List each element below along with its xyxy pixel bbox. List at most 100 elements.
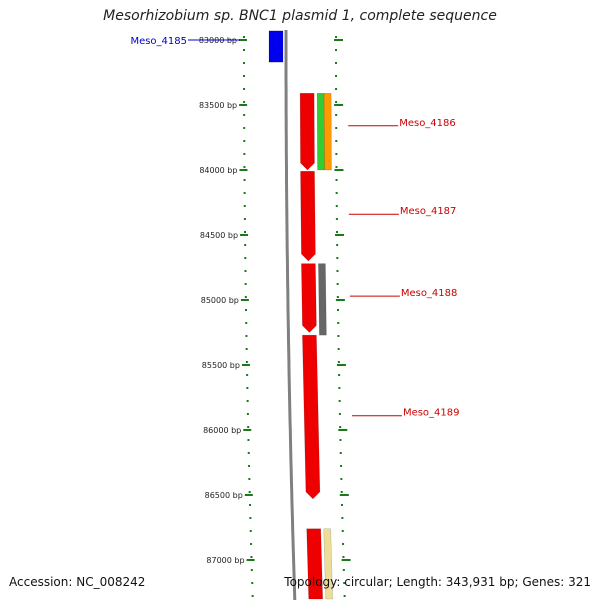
minor-tick-right [335, 62, 338, 64]
minor-tick-left [246, 400, 249, 402]
backbone-line [284, 30, 297, 600]
minor-tick-left [251, 582, 254, 584]
minor-tick-left [244, 257, 247, 259]
map-title: Mesorhizobium sp. BNC1 plasmid 1, comple… [103, 8, 497, 24]
minor-tick-left [243, 75, 246, 77]
gene-feature-sub1 [316, 93, 325, 171]
minor-tick-right [339, 426, 342, 428]
gene-feature-main [306, 528, 323, 600]
minor-tick-left [244, 244, 247, 246]
gene-feature-inner [268, 30, 284, 63]
minor-tick-left [245, 322, 248, 324]
backbone [284, 30, 297, 600]
gene-feature-sub2 [323, 93, 332, 171]
minor-tick-left [249, 530, 252, 532]
minor-tick-right [335, 88, 338, 90]
minor-tick-left [243, 88, 246, 90]
gene-feature-main [299, 93, 315, 171]
minor-tick-right [342, 556, 345, 558]
minor-tick-left [243, 153, 246, 155]
minor-tick-right [336, 296, 339, 298]
minor-tick-right [335, 192, 338, 194]
gene-label: Meso_4188 [401, 288, 458, 299]
gene-feature-main [301, 263, 317, 333]
minor-tick-right [335, 166, 338, 168]
minor-tick-left [245, 309, 248, 311]
minor-tick-left [243, 114, 246, 116]
minor-tick-left [244, 283, 247, 285]
minor-tick-right [335, 218, 338, 220]
tick-label: 85000 bp [201, 296, 239, 305]
minor-tick-right [335, 127, 338, 129]
gene-feature-main [300, 171, 316, 262]
gene-label: Meso_4187 [400, 206, 457, 217]
minor-tick-left [243, 101, 246, 103]
minor-tick-left [243, 36, 246, 38]
tick-label: 84500 bp [200, 231, 238, 240]
minor-tick-left [248, 491, 251, 493]
minor-tick-right [341, 517, 344, 519]
tick-label: 83500 bp [199, 101, 237, 110]
minor-tick-left [243, 49, 246, 51]
minor-tick-right [343, 595, 346, 597]
minor-tick-right [335, 140, 338, 142]
minor-tick-left [247, 452, 250, 454]
tick-label: 84000 bp [199, 166, 237, 175]
gene-feature-main [302, 334, 321, 500]
gene-label: Meso_4185 [130, 36, 187, 47]
minor-tick-left [243, 127, 246, 129]
gene-features [268, 30, 333, 600]
minor-tick-right [340, 478, 343, 480]
minor-tick-right [338, 413, 341, 415]
minor-tick-right [337, 335, 340, 337]
minor-tick-right [337, 309, 340, 311]
minor-tick-right [341, 504, 344, 506]
accession-text: Accession: NC_008242 [9, 575, 146, 589]
genome-summary: Topology: circular; Length: 343,931 bp; … [284, 575, 591, 589]
gene-label: Meso_4189 [403, 408, 460, 419]
gene-feature-sub1 [318, 263, 327, 336]
minor-tick-right [336, 283, 339, 285]
minor-tick-left [243, 62, 246, 64]
minor-tick-right [339, 452, 342, 454]
minor-tick-left [251, 595, 254, 597]
minor-tick-right [336, 270, 339, 272]
minor-tick-left [250, 543, 253, 545]
minor-tick-right [338, 374, 341, 376]
gene-labels: Meso_4185 Meso_4186 Meso_4187 Meso_4188 Meso… [130, 36, 459, 419]
minor-tick-right [340, 465, 343, 467]
minor-tick-left [244, 296, 247, 298]
minor-tick-left [244, 270, 247, 272]
minor-tick-right [336, 257, 339, 259]
minor-tick-right [340, 491, 343, 493]
minor-tick-right [337, 348, 340, 350]
minor-tick-left [250, 569, 253, 571]
minor-tick-right [341, 530, 344, 532]
minor-tick-right [342, 543, 345, 545]
minor-tick-right [342, 569, 345, 571]
minor-tick-left [247, 439, 250, 441]
minor-tick-right [339, 439, 342, 441]
minor-tick-left [245, 335, 248, 337]
minor-tick-right [335, 205, 338, 207]
minor-tick-right [335, 114, 338, 116]
minor-tick-left [245, 361, 248, 363]
minor-tick-right [337, 322, 340, 324]
minor-tick-left [245, 348, 248, 350]
gene-label: Meso_4186 [399, 118, 456, 129]
minor-tick-left [246, 374, 249, 376]
minor-tick-left [247, 426, 250, 428]
minor-tick-left [243, 140, 246, 142]
minor-tick-right [335, 49, 338, 51]
minor-tick-left [246, 387, 249, 389]
minor-tick-left [243, 166, 246, 168]
minor-tick-left [249, 504, 252, 506]
minor-tick-right [335, 75, 338, 77]
minor-tick-left [243, 179, 246, 181]
minor-tick-left [243, 218, 246, 220]
gene-feature-sub1 [323, 528, 333, 600]
tick-label: 87000 bp [206, 556, 244, 565]
minor-tick-left [244, 231, 247, 233]
minor-tick-right [335, 153, 338, 155]
minor-tick-left [250, 556, 253, 558]
